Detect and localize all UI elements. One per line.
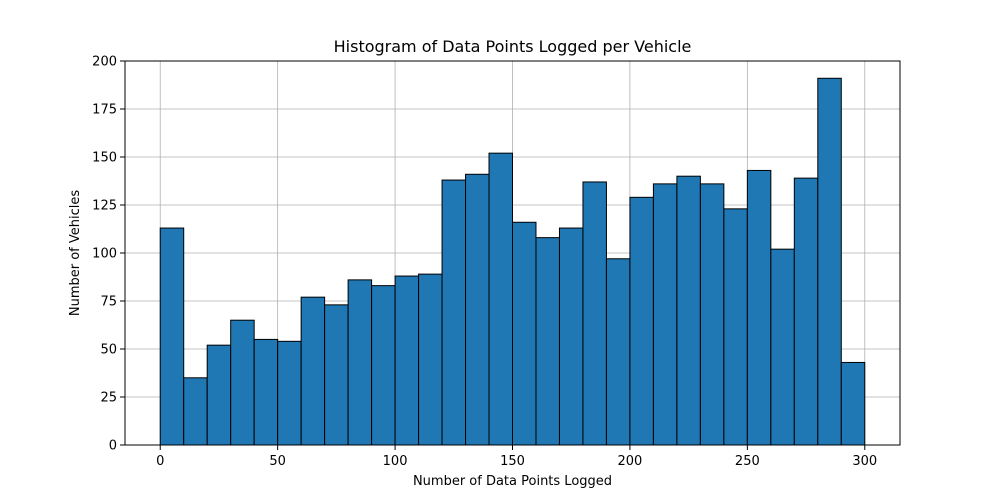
x-tick-label-1: 50 bbox=[269, 454, 286, 469]
histogram-bar bbox=[652, 183, 678, 446]
y-tick-label-8: 200 bbox=[92, 55, 117, 70]
histogram-bar bbox=[441, 179, 467, 446]
histogram-bar bbox=[324, 304, 349, 446]
histogram-bar bbox=[418, 273, 443, 446]
y-tick-label-5: 125 bbox=[92, 199, 117, 214]
histogram-bar bbox=[746, 169, 772, 446]
y-tick-label-4: 100 bbox=[92, 247, 117, 262]
histogram-bar bbox=[605, 258, 631, 446]
chart-title: Histogram of Data Points Logged per Vehi… bbox=[334, 37, 692, 56]
x-tick-label-6: 300 bbox=[852, 454, 877, 469]
x-tick-label-5: 250 bbox=[735, 454, 760, 469]
y-tick-label-6: 150 bbox=[92, 151, 117, 166]
histogram-bar bbox=[676, 175, 701, 446]
x-axis-label: Number of Data Points Logged bbox=[413, 474, 612, 489]
histogram-bar bbox=[535, 237, 560, 446]
x-tick-label-4: 200 bbox=[618, 454, 643, 469]
histogram-bar bbox=[347, 279, 373, 446]
y-tick-label-2: 50 bbox=[100, 343, 117, 358]
histogram-bar bbox=[699, 183, 725, 446]
histogram-bar bbox=[488, 152, 513, 446]
histogram-bars bbox=[159, 77, 866, 446]
y-axis-label: Number of Vehicles bbox=[68, 190, 83, 317]
x-tick-label-0: 0 bbox=[156, 454, 164, 469]
histogram-bar bbox=[183, 377, 208, 446]
histogram-bar bbox=[558, 227, 584, 446]
histogram-bar bbox=[582, 181, 607, 446]
histogram-bar bbox=[817, 77, 842, 446]
histogram-bar bbox=[394, 275, 420, 446]
histogram-bar bbox=[465, 173, 490, 446]
x-tick-label-3: 150 bbox=[500, 454, 525, 469]
histogram-bar bbox=[512, 221, 537, 446]
y-tick-label-3: 75 bbox=[100, 295, 117, 310]
histogram-bar bbox=[253, 338, 279, 446]
x-tick-label-2: 100 bbox=[383, 454, 408, 469]
histogram-bar bbox=[793, 177, 819, 446]
y-tick-label-1: 25 bbox=[100, 391, 117, 406]
y-tick-label-7: 175 bbox=[92, 103, 117, 118]
histogram-bar bbox=[300, 296, 326, 446]
histogram-bar bbox=[371, 285, 396, 446]
histogram-bar bbox=[206, 344, 232, 446]
histogram-bar bbox=[840, 361, 866, 446]
histogram-bar bbox=[629, 196, 654, 446]
histogram-bar bbox=[230, 319, 255, 446]
histogram-bar bbox=[277, 340, 302, 446]
tick-marks: 0 50 100 150 200 250 300 0 25 50 75 100 125 150 175 200 bbox=[92, 55, 877, 470]
histogram-bar bbox=[159, 227, 185, 446]
histogram-bar bbox=[770, 248, 795, 446]
histogram-bar bbox=[723, 208, 748, 446]
y-tick-label-0: 0 bbox=[109, 439, 117, 454]
